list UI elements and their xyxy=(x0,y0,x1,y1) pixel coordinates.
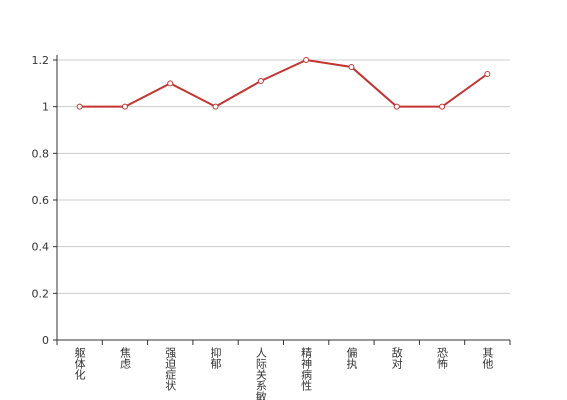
y-tick-label: 1.2 xyxy=(32,54,50,67)
y-tick-label: 1 xyxy=(42,101,49,114)
y-tick-label: 0.8 xyxy=(32,147,50,160)
x-tick-label: 焦虑 xyxy=(118,347,131,369)
line xyxy=(79,58,488,108)
point xyxy=(348,64,355,70)
point xyxy=(121,103,128,110)
x-tick-label: 人际关系敏感 xyxy=(254,347,267,400)
y-tick-label: 0 xyxy=(42,334,49,347)
x-tick-label: 躯体化 xyxy=(73,347,86,381)
x-tick-label: 抑郁 xyxy=(209,346,222,369)
x-tick-label: 强迫症状 xyxy=(164,347,177,391)
point xyxy=(257,78,264,84)
x-tick-label: 恐怖 xyxy=(436,347,449,369)
point xyxy=(484,71,491,77)
y-tick-label: 0.6 xyxy=(32,194,50,207)
y-tick-label: 0.4 xyxy=(32,241,50,254)
point xyxy=(393,103,400,110)
y-tick-label: 0.2 xyxy=(32,287,50,300)
x-tick-label: 其他 xyxy=(481,347,494,369)
point xyxy=(212,103,219,110)
point xyxy=(303,57,310,63)
x-tick-label: 精神病性 xyxy=(300,347,313,392)
x-tick-label: 偏执 xyxy=(345,346,358,370)
point xyxy=(76,103,83,110)
x-tick-label: 敌对 xyxy=(390,346,403,369)
point xyxy=(439,103,446,110)
point xyxy=(167,80,174,87)
